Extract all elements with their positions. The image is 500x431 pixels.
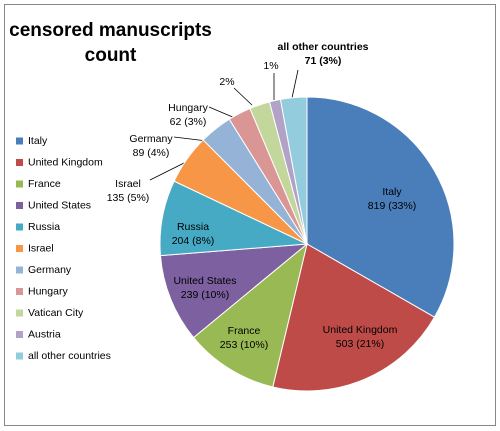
slice-label: all other countries <box>277 41 368 53</box>
value-label: 135 (5%) <box>107 192 150 204</box>
chart-title: censored manuscripts count <box>9 20 212 66</box>
legend-label: Italy <box>28 135 48 147</box>
legend-swatch <box>16 223 23 231</box>
pie-slice <box>272 243 436 392</box>
slice-label: Hungary <box>168 102 208 114</box>
legend-label: Russia <box>28 221 60 233</box>
legend-label: all other countries <box>28 350 111 362</box>
value-label: 62 (3%) <box>170 116 207 128</box>
legend-label: United States <box>28 199 91 211</box>
value-label: 253 (10%) <box>220 339 268 351</box>
legend-label: Austria <box>28 328 61 340</box>
slice-label: France <box>228 325 261 337</box>
legend-swatch <box>16 352 23 360</box>
legend-swatch <box>16 266 23 274</box>
leader-lines <box>149 69 299 181</box>
legend-swatch <box>16 159 23 166</box>
legend-swatch <box>16 331 23 338</box>
legend-label: Hungary <box>28 285 68 297</box>
legend-label: Vatican City <box>28 307 84 319</box>
legend-label: Germany <box>28 264 72 276</box>
slice-label: United States <box>173 275 236 287</box>
legend-swatch <box>16 245 23 252</box>
legend-swatch <box>16 137 23 145</box>
legend-swatch <box>16 288 23 295</box>
legend-label: United Kingdom <box>28 156 103 168</box>
pie-slice <box>192 242 308 388</box>
value-label: 204 (8%) <box>172 235 215 247</box>
value-label: 89 (4%) <box>133 147 170 159</box>
pie-slice <box>159 243 309 339</box>
legend-swatch <box>16 202 23 209</box>
slice-label: Italy <box>382 186 402 198</box>
value-label: 819 (33%) <box>368 200 416 212</box>
slice-label: Israel <box>115 178 141 190</box>
value-label: 71 (3%) <box>305 55 342 67</box>
slice-label: United Kingdom <box>323 324 398 336</box>
legend-swatch <box>16 180 23 188</box>
pie-slice <box>279 96 308 245</box>
legend-swatch <box>16 309 23 317</box>
value-label: 503 (21%) <box>336 338 384 350</box>
value-label: 239 (10%) <box>181 289 229 301</box>
slice-label: Germany <box>129 133 173 145</box>
value-label: 1% <box>263 60 278 72</box>
value-label: 2% <box>219 76 234 88</box>
legend-label: Israel <box>28 242 54 254</box>
legend-label: France <box>28 178 61 190</box>
slice-label: Russia <box>177 221 209 233</box>
pie-slice <box>306 96 455 318</box>
